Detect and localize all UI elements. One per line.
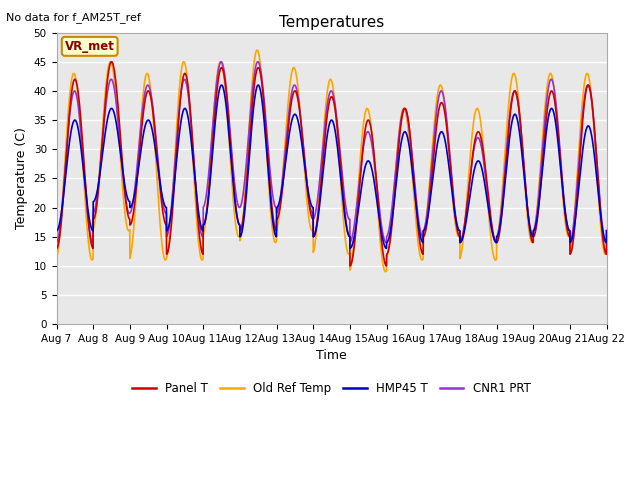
Title: Temperatures: Temperatures <box>279 15 384 30</box>
Text: VR_met: VR_met <box>65 40 115 53</box>
Y-axis label: Temperature (C): Temperature (C) <box>15 128 28 229</box>
Legend: Panel T, Old Ref Temp, HMP45 T, CNR1 PRT: Panel T, Old Ref Temp, HMP45 T, CNR1 PRT <box>128 378 536 400</box>
Text: No data for f_AM25T_ref: No data for f_AM25T_ref <box>6 12 141 23</box>
X-axis label: Time: Time <box>316 349 347 362</box>
